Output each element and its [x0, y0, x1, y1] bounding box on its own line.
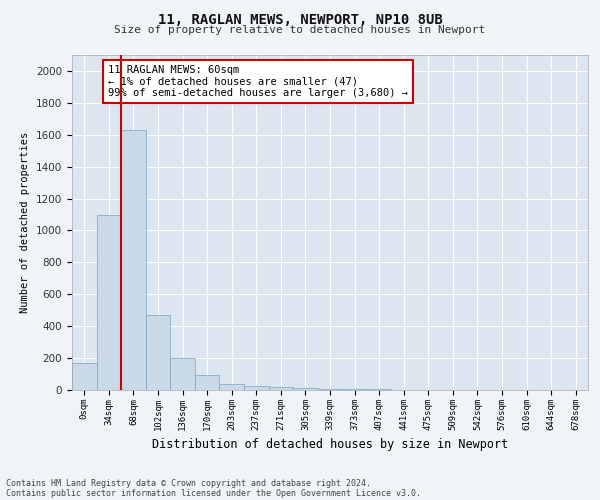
Text: 11 RAGLAN MEWS: 60sqm
← 1% of detached houses are smaller (47)
99% of semi-detac: 11 RAGLAN MEWS: 60sqm ← 1% of detached h… [108, 65, 408, 98]
Bar [97, 214, 121, 390]
Bar [318, 388, 342, 390]
Bar [72, 363, 97, 390]
Bar [367, 389, 391, 390]
Bar [220, 384, 244, 390]
X-axis label: Distribution of detached houses by size in Newport: Distribution of detached houses by size … [152, 438, 508, 451]
Bar [170, 358, 195, 390]
Text: Contains public sector information licensed under the Open Government Licence v3: Contains public sector information licen… [6, 488, 421, 498]
Bar [244, 386, 269, 390]
Text: Size of property relative to detached houses in Newport: Size of property relative to detached ho… [115, 25, 485, 35]
Bar [121, 130, 146, 390]
Text: Contains HM Land Registry data © Crown copyright and database right 2024.: Contains HM Land Registry data © Crown c… [6, 478, 371, 488]
Bar [146, 315, 170, 390]
Bar [293, 388, 318, 390]
Bar [342, 389, 367, 390]
Y-axis label: Number of detached properties: Number of detached properties [20, 132, 31, 313]
Bar [269, 387, 293, 390]
Text: 11, RAGLAN MEWS, NEWPORT, NP10 8UB: 11, RAGLAN MEWS, NEWPORT, NP10 8UB [158, 12, 442, 26]
Bar [195, 375, 220, 390]
